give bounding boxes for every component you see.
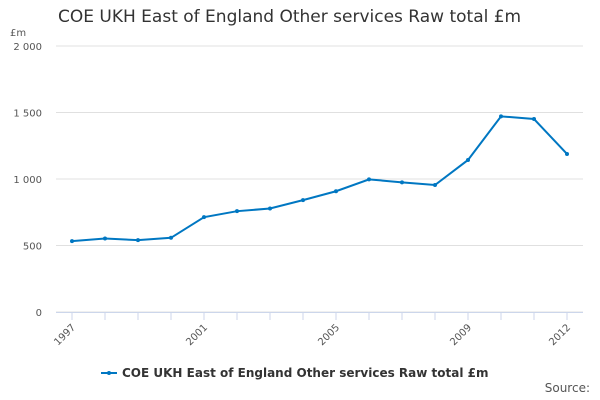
x-tick-label: 2005 — [316, 322, 342, 348]
data-point — [532, 117, 536, 122]
data-point — [466, 157, 470, 162]
y-axis-label: £m — [10, 28, 26, 39]
legend-label: COE UKH East of England Other services R… — [122, 366, 488, 380]
y-tick-label: 1 000 — [13, 175, 42, 186]
data-point — [499, 114, 503, 119]
source-label: Source: — [544, 381, 590, 395]
data-point — [202, 215, 206, 220]
y-tick-label: 1 500 — [13, 109, 42, 120]
y-tick-label: 0 — [36, 308, 42, 319]
data-point — [169, 235, 173, 240]
data-point — [235, 209, 239, 214]
data-point — [268, 206, 272, 211]
x-tick-label: 2009 — [448, 322, 474, 348]
data-point — [565, 151, 569, 156]
data-point — [400, 180, 404, 185]
data-point — [136, 238, 140, 243]
x-tick-label: 1997 — [52, 322, 78, 348]
data-point — [103, 236, 107, 241]
data-point — [367, 177, 371, 182]
y-tick-label: 500 — [23, 242, 42, 253]
series-line — [71, 115, 568, 243]
chart-title: COE UKH East of England Other services R… — [58, 7, 522, 27]
x-tick-label: 2012 — [547, 322, 573, 348]
x-tick-label: 2001 — [184, 322, 210, 348]
data-point — [433, 182, 437, 187]
legend-marker — [107, 371, 111, 375]
y-tick-label: 2 000 — [13, 42, 42, 53]
data-point — [301, 198, 305, 203]
data-point — [70, 239, 74, 244]
data-point — [334, 189, 338, 194]
